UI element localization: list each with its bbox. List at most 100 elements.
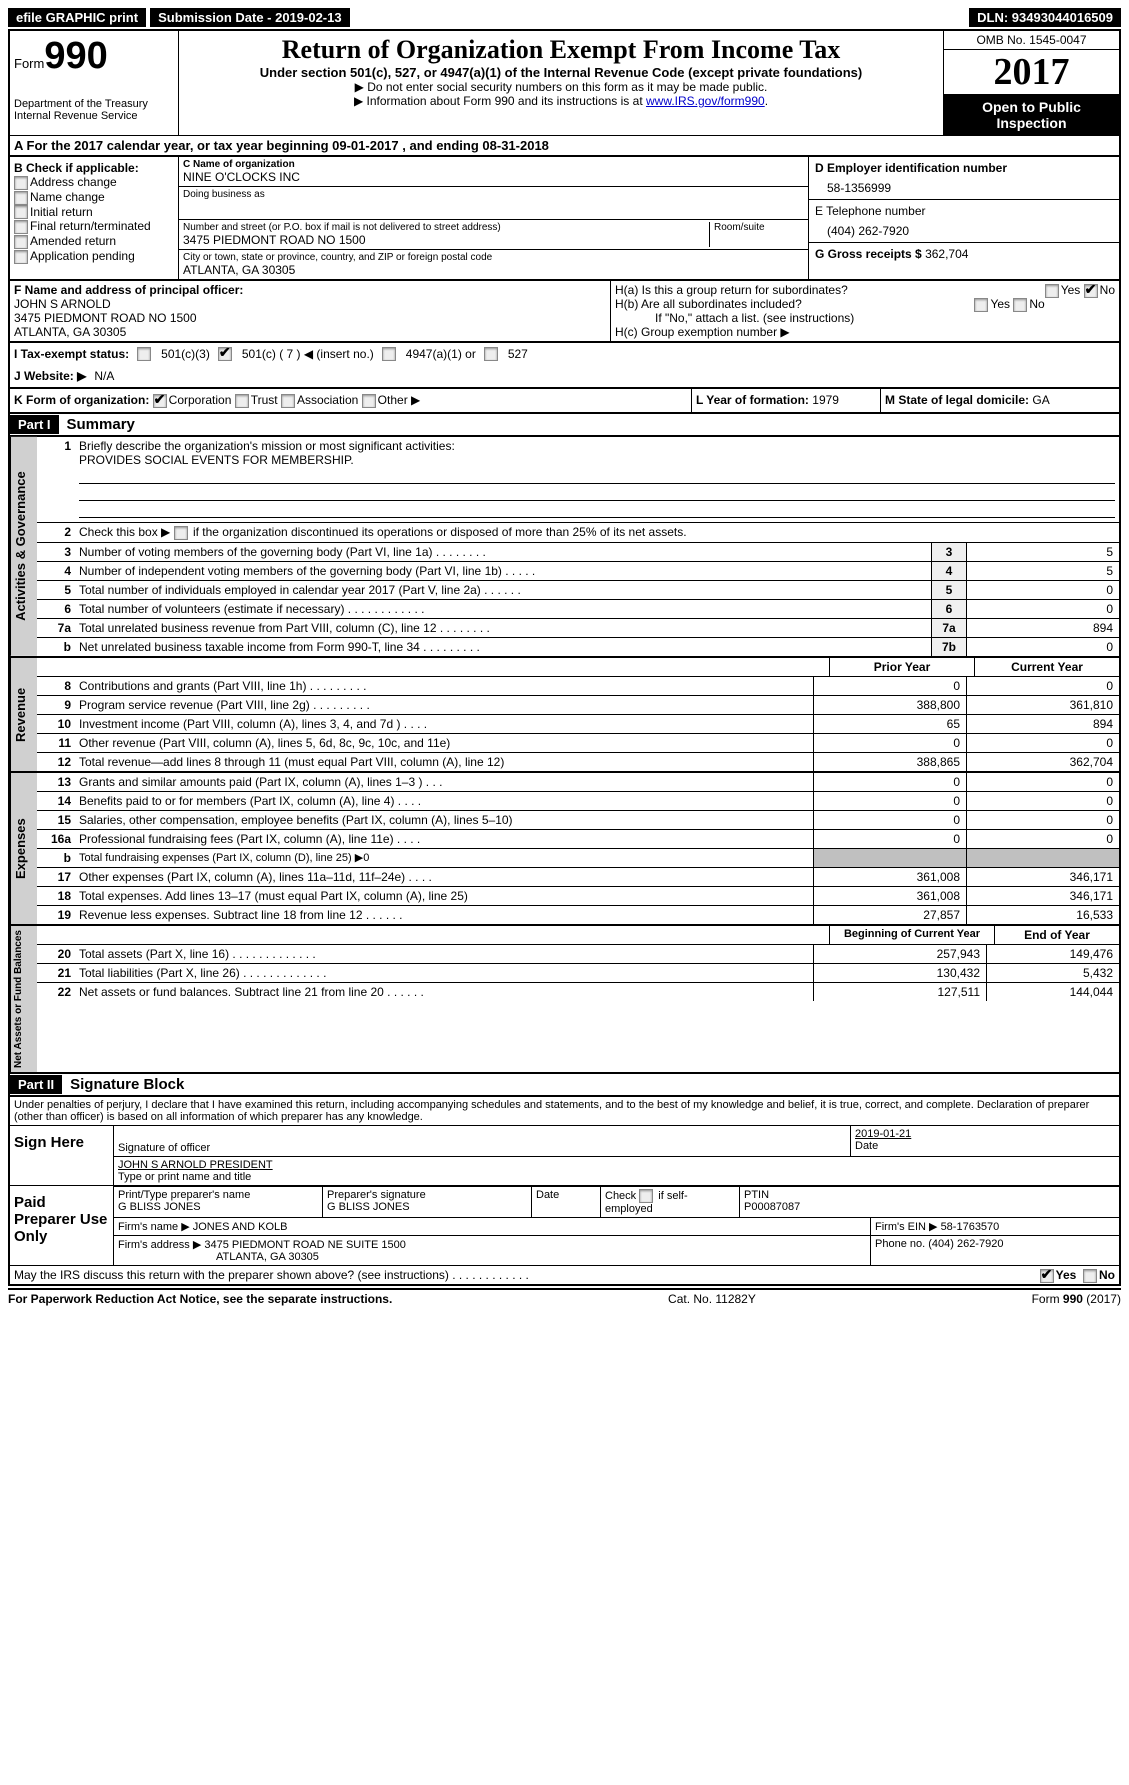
chk-other[interactable] xyxy=(362,394,376,408)
chk-assoc[interactable] xyxy=(281,394,295,408)
rev-l9: Program service revenue (Part VIII, line… xyxy=(75,696,813,714)
prep-name-label: Print/Type preparer's name xyxy=(118,1189,250,1201)
chk-application-pending[interactable] xyxy=(14,250,28,264)
chk-name-change[interactable] xyxy=(14,191,28,205)
m-label: M State of legal domicile: xyxy=(885,393,1029,407)
gov-l5: Total number of individuals employed in … xyxy=(75,581,931,599)
firm-phone-label: Phone no. xyxy=(875,1238,925,1250)
form-number: 990 xyxy=(44,35,107,77)
col-b-checkboxes: B Check if applicable: Address change Na… xyxy=(10,157,179,279)
j-label: J Website: ▶ xyxy=(14,369,86,383)
prep-sig: G BLISS JONES xyxy=(327,1201,410,1213)
gov-v6: 0 xyxy=(966,600,1119,618)
net-b20: 257,943 xyxy=(813,945,986,963)
gov-v5: 0 xyxy=(966,581,1119,599)
discuss-no[interactable] xyxy=(1083,1269,1097,1283)
footer-mid: Cat. No. 11282Y xyxy=(668,1292,756,1306)
part2-header-row: Part II Signature Block xyxy=(8,1074,1121,1097)
col-d-ids: D Employer identification number 58-1356… xyxy=(809,157,1119,279)
rev-c9: 361,810 xyxy=(966,696,1119,714)
footer-left: For Paperwork Reduction Act Notice, see … xyxy=(8,1292,392,1306)
form-header: Form990 Department of the Treasury Inter… xyxy=(8,29,1121,135)
net-b22: 127,511 xyxy=(813,983,986,1001)
prep-sig-label: Preparer's signature xyxy=(327,1189,426,1201)
k-label: K Form of organization: xyxy=(14,393,149,407)
governance-block: Activities & Governance 1 Briefly descri… xyxy=(8,437,1121,658)
rev-l10: Investment income (Part VIII, column (A)… xyxy=(75,715,813,733)
omb-number: OMB No. 1545-0047 xyxy=(944,31,1119,50)
dba-label: Doing business as xyxy=(183,189,804,200)
chk-address-change[interactable] xyxy=(14,176,28,190)
firm-phone: (404) 262-7920 xyxy=(928,1238,1003,1250)
exp-c16b xyxy=(966,849,1119,867)
expenses-block: Expenses 13Grants and similar amounts pa… xyxy=(8,773,1121,926)
ha-no[interactable] xyxy=(1084,284,1098,298)
officer-addr1: 3475 PIEDMONT ROAD NO 1500 xyxy=(14,311,606,325)
dept-line1: Department of the Treasury xyxy=(14,98,174,110)
gov-l1: Briefly describe the organization's miss… xyxy=(79,439,455,453)
rev-c12: 362,704 xyxy=(966,753,1119,771)
tel-value: (404) 262-7920 xyxy=(815,218,1113,238)
ein-value: 58-1356999 xyxy=(815,175,1113,195)
firm-addr1: 3475 PIEDMONT ROAD NE SUITE 1500 xyxy=(204,1239,406,1251)
exp-p13: 0 xyxy=(813,773,966,791)
exp-l16b: Total fundraising expenses (Part IX, col… xyxy=(75,849,813,867)
exp-l15: Salaries, other compensation, employee b… xyxy=(75,811,813,829)
chk-4947[interactable] xyxy=(382,347,396,361)
open-inspection: Open to Public Inspection xyxy=(944,95,1119,135)
exp-c16a: 0 xyxy=(966,830,1119,848)
chk-amended-return[interactable] xyxy=(14,235,28,249)
rev-c11: 0 xyxy=(966,734,1119,752)
revenue-tab: Revenue xyxy=(10,658,37,771)
net-b21: 130,432 xyxy=(813,964,986,982)
chk-527[interactable] xyxy=(484,347,498,361)
discuss-yes[interactable] xyxy=(1040,1269,1054,1283)
f-label: F Name and address of principal officer: xyxy=(14,283,243,297)
chk-corp[interactable] xyxy=(153,394,167,408)
footer-right: Form 990 (2017) xyxy=(1032,1292,1121,1306)
gross-label: G Gross receipts $ xyxy=(815,247,922,261)
rev-c10: 894 xyxy=(966,715,1119,733)
section-a-dates: A For the 2017 calendar year, or tax yea… xyxy=(8,135,1121,157)
chk-initial-return[interactable] xyxy=(14,205,28,219)
l-label: L Year of formation: xyxy=(696,393,809,407)
exp-c14: 0 xyxy=(966,792,1119,810)
rev-c8: 0 xyxy=(966,677,1119,695)
officer-name-title: JOHN S ARNOLD PRESIDENT xyxy=(118,1159,273,1171)
discuss-text: May the IRS discuss this return with the… xyxy=(14,1268,529,1282)
exp-c13: 0 xyxy=(966,773,1119,791)
rev-prior-header: Prior Year xyxy=(829,658,974,676)
ha-label: H(a) Is this a group return for subordin… xyxy=(615,283,848,297)
ptin-value: P00087087 xyxy=(744,1201,800,1213)
net-end-header: End of Year xyxy=(994,926,1119,944)
gross-value: 362,704 xyxy=(925,247,968,261)
chk-self-employed[interactable] xyxy=(639,1189,653,1203)
part1-title: Summary xyxy=(59,414,143,435)
ptin-label: PTIN xyxy=(744,1189,769,1201)
top-bar: efile GRAPHIC print Submission Date - 20… xyxy=(8,8,1121,27)
chk-trust[interactable] xyxy=(235,394,249,408)
hb-no[interactable] xyxy=(1013,298,1027,312)
gov-l7b: Net unrelated business taxable income fr… xyxy=(75,638,931,656)
irs-link[interactable]: www.IRS.gov/form990 xyxy=(646,94,765,108)
chk-final-return[interactable] xyxy=(14,220,28,234)
rev-cur-header: Current Year xyxy=(974,658,1119,676)
net-e22: 144,044 xyxy=(986,983,1119,1001)
rev-p11: 0 xyxy=(813,734,966,752)
chk-discontinued[interactable] xyxy=(174,526,188,540)
form-note2: ▶ Information about Form 990 and its ins… xyxy=(183,94,939,108)
declaration-text: Under penalties of perjury, I declare th… xyxy=(10,1097,1119,1125)
footer: For Paperwork Reduction Act Notice, see … xyxy=(8,1288,1121,1308)
website-value: N/A xyxy=(94,369,114,383)
rev-l11: Other revenue (Part VIII, column (A), li… xyxy=(75,734,813,752)
tax-year: 2017 xyxy=(944,50,1119,95)
l-value: 1979 xyxy=(812,393,839,407)
efile-print-button[interactable]: efile GRAPHIC print xyxy=(8,8,146,27)
klm-row: K Form of organization: Corporation Trus… xyxy=(8,389,1121,414)
chk-501c[interactable] xyxy=(218,347,232,361)
net-l22: Net assets or fund balances. Subtract li… xyxy=(75,983,813,1001)
chk-501c3[interactable] xyxy=(137,347,151,361)
hb-yes[interactable] xyxy=(974,298,988,312)
ha-yes[interactable] xyxy=(1045,284,1059,298)
col-c-org: C Name of organization NINE O'CLOCKS INC… xyxy=(179,157,809,279)
